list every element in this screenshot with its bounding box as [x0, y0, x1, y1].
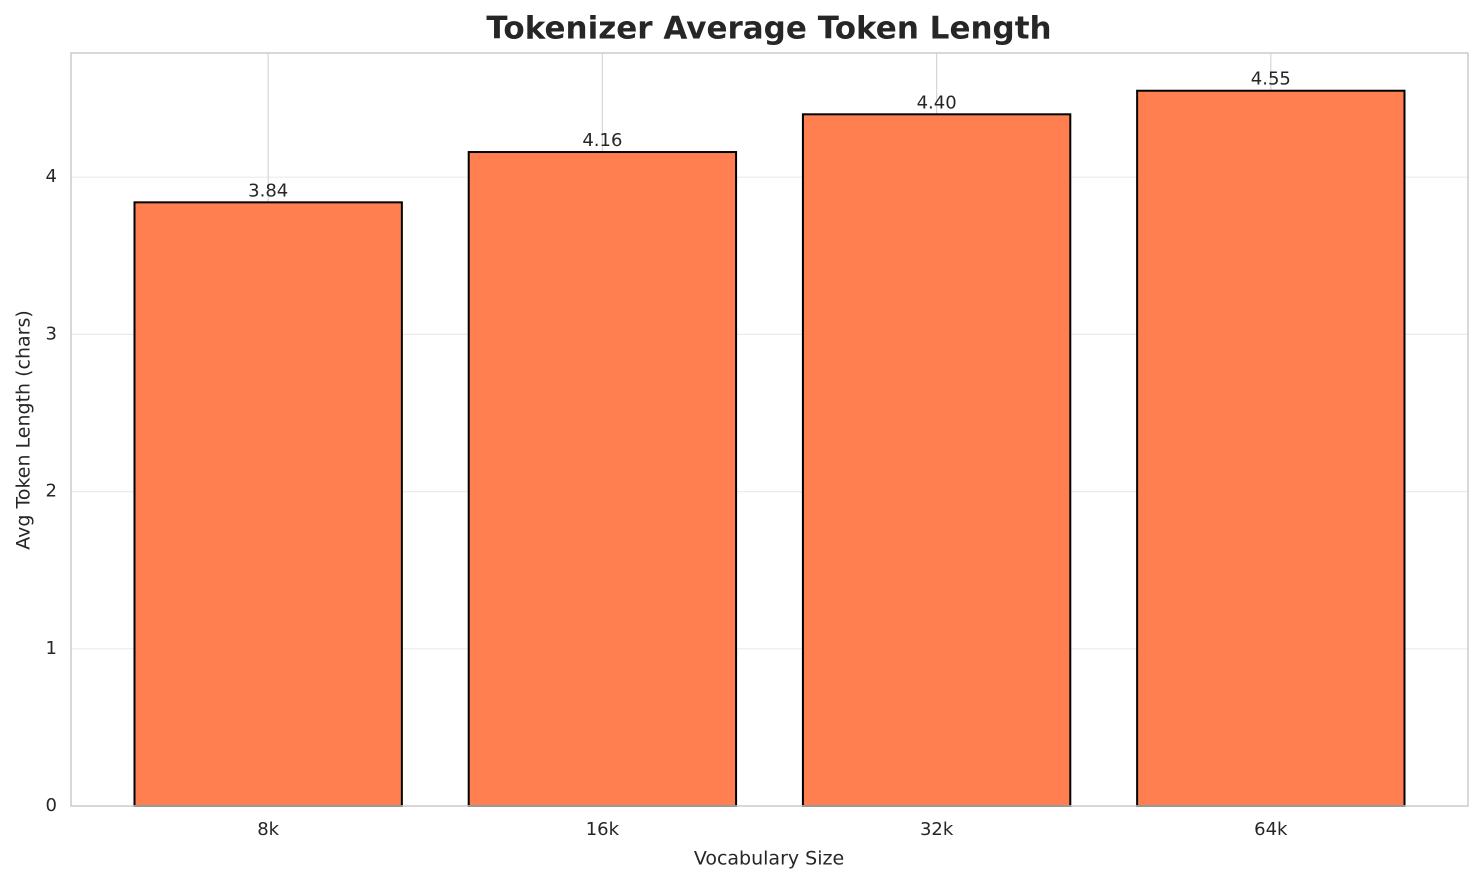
y-tick-label: 2 — [46, 481, 57, 502]
plot-frame — [70, 52, 1469, 807]
data-label: 3.84 — [248, 180, 288, 201]
bar — [467, 151, 738, 807]
y-tick-label: 4 — [46, 166, 57, 187]
y-axis-label: Avg Token Length (chars) — [13, 310, 35, 550]
data-label: 4.40 — [917, 92, 957, 113]
y-tick-label: 1 — [46, 638, 57, 659]
chart-title: Tokenizer Average Token Length — [486, 11, 1051, 47]
bar — [1136, 89, 1406, 808]
y-tick-label: 0 — [46, 795, 57, 816]
bar — [801, 113, 1072, 808]
x-tick-label: 64k — [1254, 819, 1288, 840]
x-tick-label: 8k — [257, 819, 279, 840]
y-tick-label: 3 — [46, 323, 57, 344]
x-tick-label: 16k — [586, 819, 620, 840]
data-label: 4.55 — [1251, 69, 1291, 90]
x-axis-label: Vocabulary Size — [694, 848, 844, 870]
x-tick-label: 32k — [920, 819, 954, 840]
data-label: 4.16 — [582, 130, 622, 151]
bar — [133, 201, 403, 807]
